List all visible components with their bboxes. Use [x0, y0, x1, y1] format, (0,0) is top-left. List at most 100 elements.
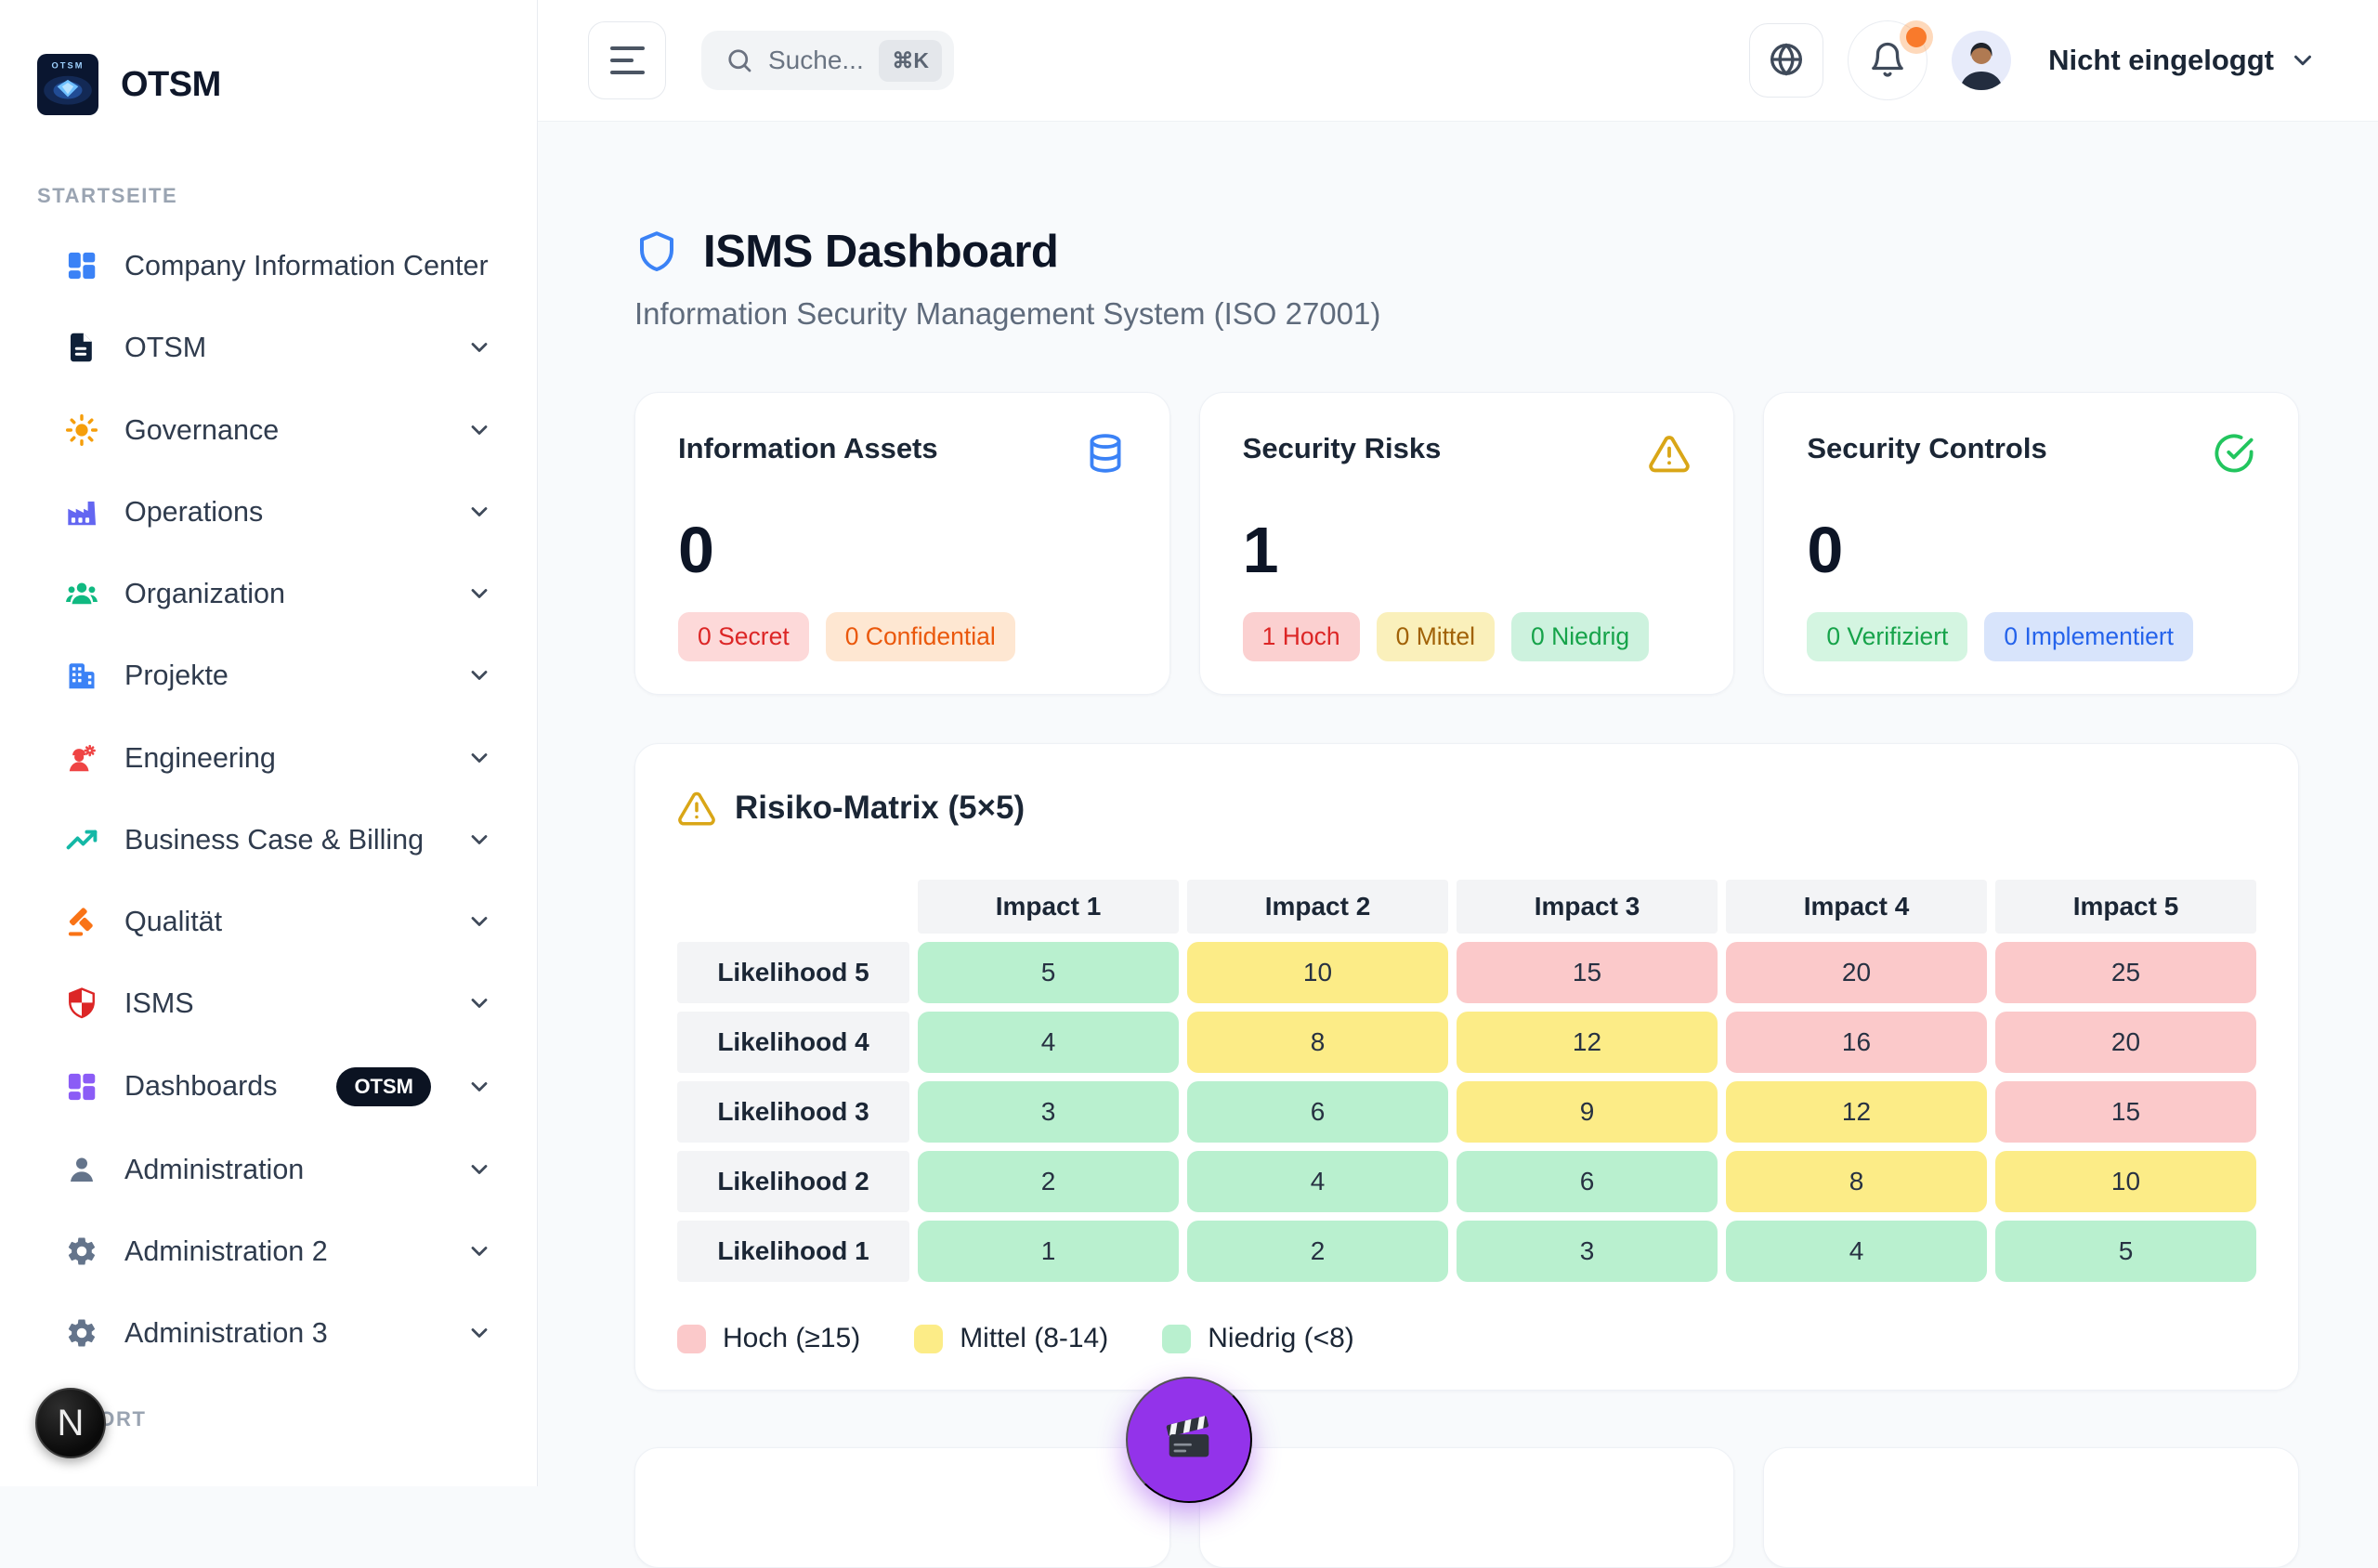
sidebar-item-label: ISMS — [124, 987, 194, 1020]
sidebar-section-startseite: STARTSEITE — [37, 184, 178, 207]
user-menu[interactable]: Nicht eingeloggt — [2048, 44, 2317, 77]
warning-icon — [1648, 432, 1691, 475]
user-icon — [65, 1153, 98, 1186]
matrix-cell: 2 — [1187, 1221, 1448, 1282]
layout-grid-icon — [65, 249, 98, 282]
sidebar-item-label: Administration — [124, 1153, 305, 1185]
sidebar-item-engineering[interactable]: Engineering — [0, 717, 537, 799]
sidebar-item-otsm[interactable]: OTSM — [0, 307, 537, 388]
bottom-cards-row — [634, 1447, 2299, 1568]
sidebar-item-administration[interactable]: Administration — [0, 1129, 537, 1210]
stat-card-badges: 0 Secret 0 Confidential — [678, 612, 1127, 661]
matrix-cell: 9 — [1457, 1081, 1718, 1143]
sidebar-item-organization[interactable]: Organization — [0, 553, 537, 634]
record-fab-button[interactable] — [1126, 1377, 1252, 1503]
sidebar-item-isms[interactable]: ISMS — [0, 962, 537, 1044]
status-badge: 0 Mittel — [1376, 612, 1496, 661]
language-button[interactable] — [1749, 23, 1824, 98]
dashboard-grid-icon — [65, 1070, 98, 1104]
document-icon — [65, 331, 98, 364]
matrix-cell: 15 — [1995, 1081, 2256, 1143]
matrix-row-header: Likelihood 3 — [677, 1081, 909, 1143]
matrix-cell: 10 — [1995, 1151, 2256, 1212]
stat-card-security-controls: Security Controls 0 0 Verifiziert 0 Impleme… — [1763, 392, 2299, 695]
sidebar-item-label: OTSM — [124, 332, 207, 364]
matrix-cell: 5 — [1995, 1221, 2256, 1282]
users-icon — [65, 577, 98, 610]
stat-card-information-assets: Information Assets 0 0 Secret 0 Confidentia… — [634, 392, 1170, 695]
matrix-cell: 10 — [1187, 942, 1448, 1003]
matrix-corner-cell — [677, 880, 909, 934]
sidebar-item-administration-3[interactable]: Administration 3 — [0, 1292, 537, 1374]
stat-card-value: 0 — [1807, 514, 1844, 586]
stat-card-header: Security Controls — [1807, 432, 2255, 475]
sidebar-item-label: Engineering — [124, 741, 276, 774]
matrix-cell: 3 — [918, 1081, 1179, 1143]
notification-dot — [1906, 27, 1927, 47]
logo-image-text: OTSM — [51, 60, 84, 70]
legend-item-mid: Mittel (8-14) — [914, 1323, 1108, 1354]
chevron-down-icon — [466, 662, 492, 688]
sidebar-item-label: Business Case & Billing — [124, 823, 425, 856]
gear-icon — [65, 1235, 98, 1268]
search-shortcut-badge: ⌘K — [879, 39, 942, 82]
avatar[interactable] — [1952, 31, 2012, 90]
matrix-cell: 8 — [1187, 1012, 1448, 1073]
legend-swatch — [914, 1324, 944, 1353]
globe-icon — [1768, 41, 1805, 81]
sidebar-item-administration-2[interactable]: Administration 2 — [0, 1210, 537, 1292]
matrix-cell: 4 — [918, 1012, 1179, 1073]
sidebar-item-label: Qualität — [124, 906, 223, 937]
legend-swatch — [1162, 1324, 1192, 1353]
status-badge: 0 Secret — [678, 612, 809, 661]
risk-matrix-title: Risiko-Matrix (5×5) — [735, 790, 1026, 826]
stat-card-value: 0 — [678, 514, 714, 586]
matrix-row-header: Likelihood 1 — [677, 1221, 909, 1282]
sidebar-item-label: Administration 3 — [124, 1317, 328, 1349]
building-icon — [65, 659, 98, 692]
database-icon — [1084, 432, 1127, 475]
sidebar-item-qualit-t[interactable]: Qualität — [0, 881, 537, 962]
status-badge: 0 Niedrig — [1511, 612, 1650, 661]
sidebar-toggle-button[interactable] — [588, 21, 666, 99]
chevron-down-icon — [466, 1238, 492, 1264]
sidebar-item-dashboards[interactable]: Dashboards OTSM — [0, 1045, 537, 1129]
risk-matrix-legend: Hoch (≥15) Mittel (8-14) Niedrig (<8) — [677, 1323, 2256, 1354]
check-circle-icon — [2213, 432, 2255, 475]
chevron-down-icon — [466, 334, 492, 360]
header-actions: Nicht eingeloggt — [1749, 20, 2317, 100]
dev-tools-button[interactable]: N — [35, 1388, 106, 1458]
shield-icon — [65, 987, 98, 1020]
app-title: OTSM — [121, 64, 221, 104]
status-badge: 0 Implementiert — [1984, 612, 2194, 661]
matrix-cell: 20 — [1726, 942, 1987, 1003]
sidebar-item-label: Organization — [124, 578, 285, 609]
partial-card — [1198, 1447, 1735, 1568]
matrix-cell: 5 — [918, 942, 1179, 1003]
chevron-down-icon — [466, 1320, 492, 1346]
sidebar-item-business-case-billing[interactable]: Business Case & Billing — [0, 799, 537, 881]
sidebar-item-company-information-center[interactable]: Company Information Center — [0, 225, 537, 307]
stat-card-title: Security Risks — [1242, 432, 1442, 464]
sidebar-item-governance[interactable]: Governance — [0, 389, 537, 471]
search-input[interactable]: Suche... ⌘K — [701, 31, 954, 90]
partial-card — [1763, 1447, 2299, 1568]
legend-label: Mittel (8-14) — [960, 1323, 1109, 1353]
sidebar-item-projekte[interactable]: Projekte — [0, 634, 537, 716]
user-menu-label: Nicht eingeloggt — [2048, 44, 2274, 76]
sidebar-item-operations[interactable]: Operations — [0, 471, 537, 553]
stat-card-security-risks: Security Risks 1 1 Hoch 0 Mittel 0 Niedrig — [1198, 392, 1735, 695]
shield-outline-icon — [634, 226, 679, 278]
otsm-badge: OTSM — [336, 1066, 431, 1106]
notifications-button[interactable] — [1848, 20, 1928, 100]
matrix-cell: 4 — [1187, 1151, 1448, 1212]
matrix-cell: 2 — [918, 1151, 1179, 1212]
matrix-row-header: Likelihood 2 — [677, 1151, 909, 1212]
factory-icon — [65, 495, 98, 529]
matrix-column-header: Impact 3 — [1457, 880, 1718, 934]
risk-matrix-card: Risiko-Matrix (5×5) Impact 1 Impact 2 Impa… — [634, 743, 2299, 1391]
risk-matrix-table: Impact 1 Impact 2 Impact 3 Impact 4 Impact 5… — [677, 880, 2256, 1282]
app-logo[interactable]: OTSM OTSM — [0, 0, 537, 115]
status-badge: 1 Hoch — [1242, 612, 1360, 661]
chevron-down-icon — [466, 745, 492, 771]
